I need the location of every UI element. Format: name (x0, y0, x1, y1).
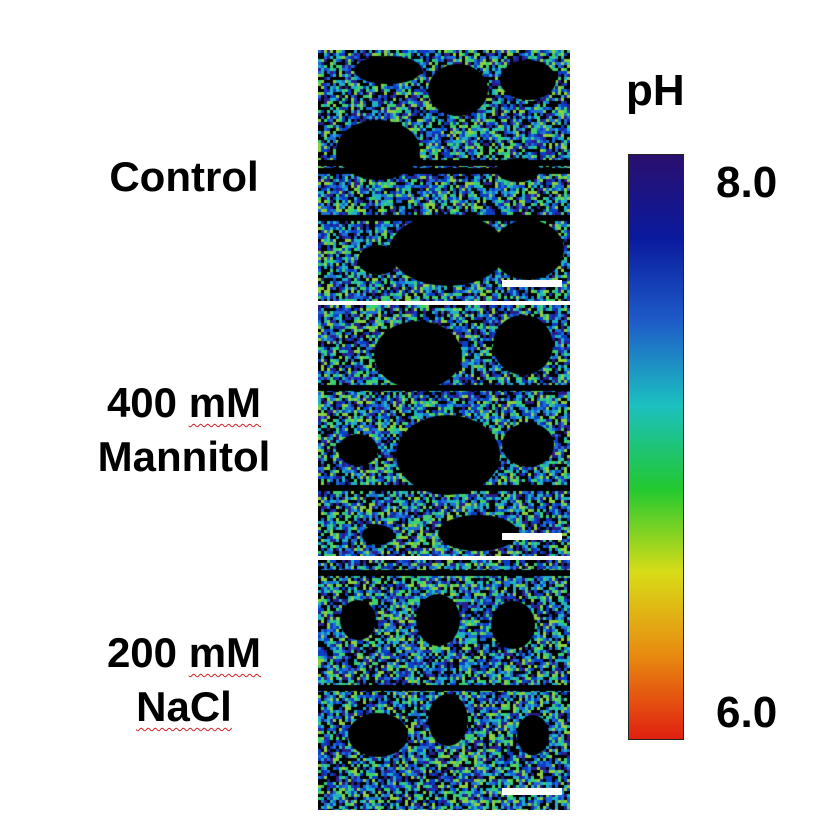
row-label-nacl-line2: NaCl (136, 683, 232, 730)
ph-colorbar (628, 154, 684, 740)
colorbar-max-label: 8.0 (716, 158, 778, 207)
scale-bar (502, 280, 562, 287)
micrograph-control (318, 50, 570, 301)
row-label-control: Control (54, 150, 314, 204)
row-label-control-line1: Control (109, 153, 259, 200)
row-label-nacl: 200 mM NaCl (54, 626, 314, 734)
colorbar-title: pH (626, 66, 685, 115)
micrograph-nacl (318, 560, 570, 810)
scale-bar (502, 788, 562, 795)
row-label-nacl-line1: 200 mM (106, 629, 262, 676)
colorbar-min-label: 6.0 (716, 688, 778, 737)
micrograph-mannitol (318, 305, 570, 556)
row-label-mannitol: 400 mM Mannitol (54, 376, 314, 484)
row-label-mannitol-line2: Mannitol (97, 433, 271, 480)
row-label-mannitol-line1: 400 mM (106, 379, 262, 426)
scale-bar (502, 533, 562, 540)
